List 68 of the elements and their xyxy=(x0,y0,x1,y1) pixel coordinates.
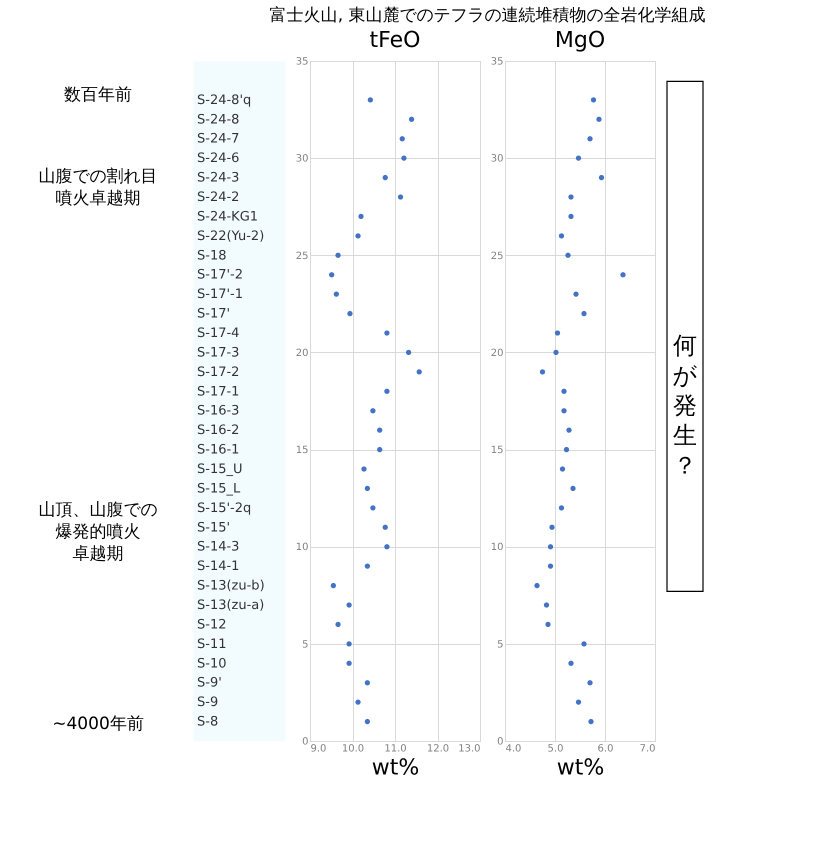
text: S-14-3 xyxy=(197,540,240,555)
y-tick-label: 0 xyxy=(497,736,504,748)
y-tick-label: 25 xyxy=(490,250,504,262)
text: S-18 xyxy=(197,248,226,264)
text: S-22(Yu-2) xyxy=(197,228,264,244)
y-tick-label: 20 xyxy=(296,348,308,359)
y-tick-label: 5 xyxy=(497,639,504,650)
text: S-17'-2 xyxy=(197,268,244,283)
x-tick-label: 9.0 xyxy=(310,744,326,754)
chart-title: tFeO xyxy=(370,28,420,53)
text: S-17'-1 xyxy=(197,287,244,302)
text: ~4000年前 xyxy=(52,714,144,734)
text: S-24-7 xyxy=(197,132,240,147)
x-tick-label: 6.0 xyxy=(598,744,614,754)
y-tick-label: 10 xyxy=(490,542,504,554)
y-tick-label: 30 xyxy=(296,154,308,165)
text: S-11 xyxy=(197,636,226,652)
text: S-17-4 xyxy=(197,326,240,341)
text: S-24-KG1 xyxy=(197,209,258,224)
text: 何が発生？ xyxy=(672,332,698,480)
text: 富士火山, 東山麓でのテフラの連続堆積物の全岩化学組成 xyxy=(270,6,706,26)
text: S-14-1 xyxy=(197,559,240,574)
x-tick-label: 4.0 xyxy=(506,744,522,754)
text: S-15_U xyxy=(197,462,242,477)
text: S-8 xyxy=(197,714,218,730)
x-axis-title: wt% xyxy=(372,756,420,780)
x-tick-label: 12.0 xyxy=(426,744,450,754)
x-tick-label: 10.0 xyxy=(342,744,364,754)
text: S-13(zu-b) xyxy=(197,578,265,594)
text: S-16-2 xyxy=(197,423,240,438)
text: S-17-3 xyxy=(197,345,240,360)
text: S-16-3 xyxy=(197,404,240,419)
text: S-9 xyxy=(197,695,218,710)
chart-title: MgO xyxy=(554,28,606,53)
text: S-24-2 xyxy=(197,190,240,205)
y-tick-label: 5 xyxy=(302,639,308,650)
y-tick-label: 15 xyxy=(296,445,308,456)
text: 山頂、山腹での爆発的噴火卓越期 xyxy=(38,500,158,564)
y-tick-label: 0 xyxy=(302,736,308,748)
text: 数百年前 xyxy=(64,85,132,105)
text: S-15_L xyxy=(197,481,241,496)
y-tick-label: 20 xyxy=(490,348,504,359)
text: S-12 xyxy=(197,617,226,632)
text: S-24-6 xyxy=(197,151,240,166)
text: S-16-1 xyxy=(197,442,240,458)
text: S-17-1 xyxy=(197,384,240,400)
text: S-24-8 xyxy=(197,112,240,128)
text: S-9' xyxy=(197,676,222,691)
y-tick-label: 25 xyxy=(296,250,308,262)
x-tick-label: 13.0 xyxy=(458,744,480,754)
x-tick-label: 11.0 xyxy=(384,744,407,754)
y-tick-label: 30 xyxy=(490,154,504,165)
y-tick-label: 35 xyxy=(490,56,504,68)
y-tick-label: 10 xyxy=(296,542,308,554)
text: S-15'-2q xyxy=(197,500,252,516)
x-tick-label: 5.0 xyxy=(548,744,564,754)
text: S-10 xyxy=(197,656,226,672)
x-tick-label: 7.0 xyxy=(640,744,656,754)
text: S-17-2 xyxy=(197,364,240,380)
text: S-24-3 xyxy=(197,170,240,186)
y-tick-label: 35 xyxy=(296,56,308,68)
text: 山腹での割れ目噴火卓越期 xyxy=(38,166,158,209)
y-tick-label: 15 xyxy=(490,445,504,456)
text: S-24-8'q xyxy=(197,92,252,108)
x-axis-title: wt% xyxy=(556,756,604,780)
text: S-15' xyxy=(197,520,230,536)
text: S-13(zu-a) xyxy=(197,598,264,613)
text: S-17' xyxy=(197,306,230,322)
